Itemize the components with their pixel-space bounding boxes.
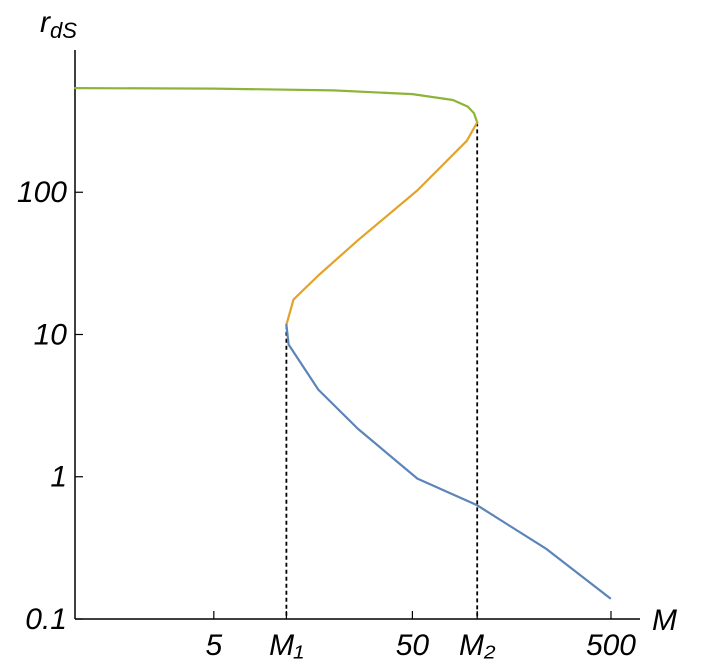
x-tick-label: 5 [205,629,222,662]
y-tick-label: 100 [17,176,67,209]
curve [73,86,479,124]
y-axis-label: rdS [40,6,77,43]
y-tick-label: 0.1 [25,603,67,636]
x-axis-label: M [652,604,677,637]
y-tick-label: 1 [50,461,67,494]
x-tick-label: 50 [396,629,430,662]
x-tick-label: 500 [586,629,636,662]
curve [285,323,612,600]
curve [285,121,479,326]
y-tick-label: 10 [34,318,68,351]
x-tick-label: M₂ [459,629,496,662]
x-tick-label: M₁ [269,629,303,662]
